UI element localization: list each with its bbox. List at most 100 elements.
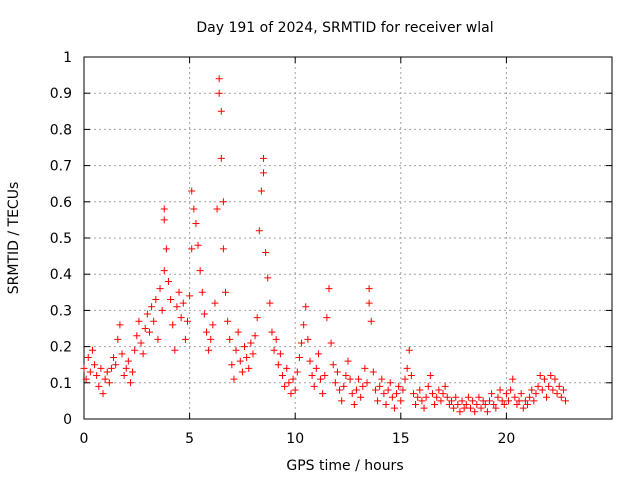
plot-frame bbox=[83, 56, 613, 420]
y-tick-label: 0.3 bbox=[50, 303, 72, 319]
data-point bbox=[238, 368, 246, 376]
data-point bbox=[306, 357, 314, 365]
data-point bbox=[133, 332, 141, 340]
data-point bbox=[445, 401, 453, 409]
data-point bbox=[289, 375, 297, 383]
data-point bbox=[116, 321, 124, 329]
data-point bbox=[479, 397, 487, 405]
x-tick-label: 0 bbox=[80, 431, 89, 447]
data-point bbox=[340, 382, 348, 390]
data-point bbox=[122, 364, 130, 372]
data-point bbox=[519, 404, 527, 412]
x-tick-label: 20 bbox=[497, 431, 515, 447]
data-point bbox=[384, 386, 392, 394]
data-point bbox=[452, 393, 460, 401]
data-point bbox=[207, 335, 215, 343]
data-point bbox=[534, 382, 542, 390]
data-point bbox=[317, 375, 325, 383]
data-point bbox=[276, 350, 284, 358]
data-point bbox=[291, 386, 299, 394]
data-point bbox=[357, 393, 365, 401]
data-point bbox=[378, 375, 386, 383]
data-point bbox=[234, 328, 242, 336]
data-point bbox=[255, 227, 263, 235]
data-point bbox=[243, 353, 251, 361]
data-point bbox=[171, 346, 179, 354]
data-point bbox=[302, 303, 310, 311]
data-point bbox=[217, 154, 225, 162]
data-point bbox=[160, 216, 168, 224]
data-point bbox=[86, 368, 94, 376]
data-point bbox=[213, 205, 221, 213]
data-point bbox=[471, 408, 479, 416]
data-point bbox=[517, 390, 525, 398]
data-point bbox=[107, 364, 115, 372]
y-tick-label: 0.8 bbox=[50, 122, 72, 138]
data-point bbox=[95, 382, 103, 390]
data-point bbox=[359, 382, 367, 390]
data-point bbox=[183, 317, 191, 325]
data-point bbox=[342, 372, 350, 380]
data-point bbox=[426, 372, 434, 380]
data-point bbox=[169, 321, 177, 329]
x-axis-label: GPS time / hours bbox=[286, 458, 403, 474]
data-point bbox=[502, 390, 510, 398]
data-point bbox=[279, 372, 287, 380]
data-point bbox=[371, 386, 379, 394]
data-point bbox=[262, 248, 270, 256]
data-point bbox=[488, 390, 496, 398]
data-point bbox=[247, 339, 255, 347]
data-point bbox=[198, 288, 206, 296]
data-point bbox=[443, 393, 451, 401]
data-point bbox=[93, 372, 101, 380]
data-point bbox=[131, 346, 139, 354]
data-point bbox=[515, 397, 523, 405]
data-point bbox=[222, 288, 230, 296]
data-point bbox=[545, 382, 553, 390]
data-point bbox=[509, 375, 517, 383]
data-point bbox=[559, 386, 567, 394]
data-point bbox=[473, 401, 481, 409]
data-point bbox=[314, 350, 322, 358]
data-point bbox=[217, 107, 225, 115]
data-point bbox=[141, 325, 149, 332]
data-point bbox=[268, 328, 276, 336]
data-point bbox=[137, 339, 145, 347]
data-point bbox=[274, 361, 282, 369]
data-point bbox=[403, 364, 411, 372]
data-point bbox=[325, 285, 333, 293]
data-point bbox=[441, 382, 449, 390]
data-point bbox=[120, 372, 128, 380]
data-point bbox=[365, 285, 373, 293]
data-point bbox=[428, 390, 436, 398]
data-point bbox=[435, 386, 443, 394]
data-point bbox=[298, 339, 306, 347]
data-point bbox=[179, 299, 187, 307]
data-point bbox=[553, 390, 561, 398]
data-point bbox=[167, 296, 175, 304]
data-point bbox=[319, 390, 327, 398]
data-point bbox=[397, 397, 405, 405]
data-point bbox=[331, 379, 339, 387]
data-point bbox=[103, 368, 111, 376]
data-point bbox=[175, 288, 183, 296]
data-point bbox=[219, 198, 227, 206]
data-point bbox=[348, 390, 356, 398]
data-point bbox=[481, 401, 489, 409]
data-point bbox=[365, 299, 373, 307]
data-point bbox=[215, 89, 223, 97]
data-point bbox=[245, 364, 253, 372]
data-point bbox=[338, 397, 346, 405]
data-point bbox=[110, 353, 118, 361]
data-point bbox=[91, 361, 99, 369]
data-point bbox=[500, 401, 508, 409]
data-point bbox=[414, 393, 422, 401]
data-point bbox=[219, 245, 227, 253]
data-point bbox=[521, 397, 529, 405]
data-point bbox=[486, 397, 494, 405]
data-point bbox=[420, 404, 428, 412]
data-point bbox=[202, 328, 210, 336]
data-point bbox=[194, 241, 202, 249]
data-point bbox=[124, 357, 132, 365]
